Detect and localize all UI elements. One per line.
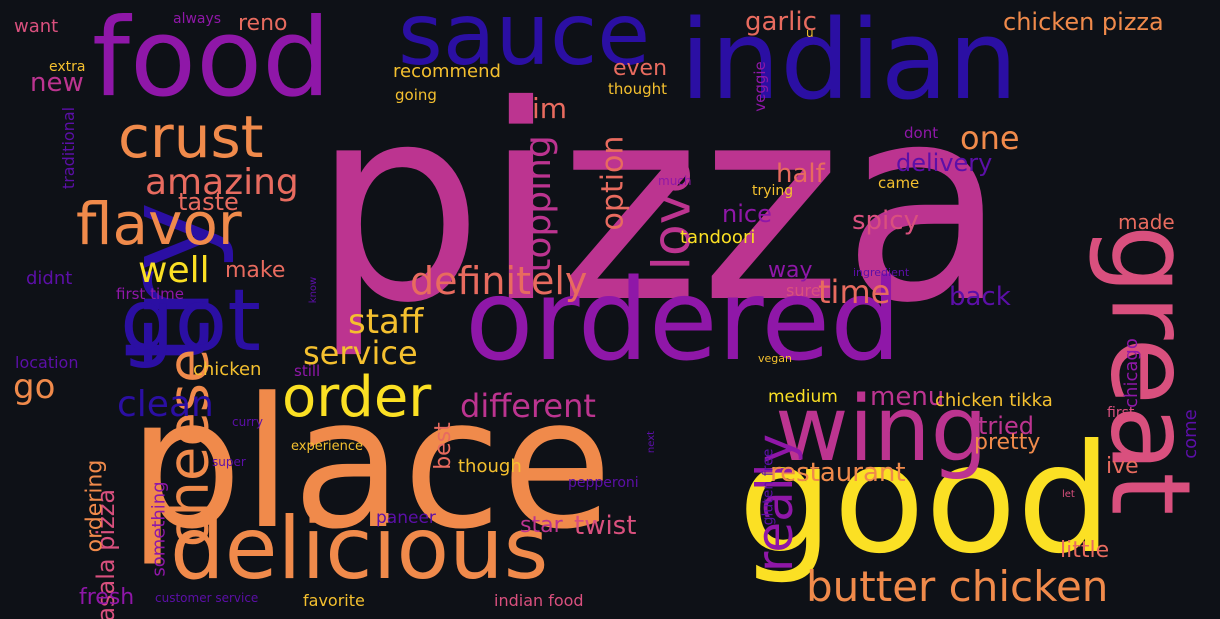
word-chicken-tikka: chicken tikka	[935, 390, 1053, 411]
word-ive: ive	[1106, 454, 1139, 479]
word-definitely: definitely	[410, 259, 588, 303]
word-paneer: paneer	[376, 508, 436, 528]
word-tried: tried	[978, 412, 1034, 440]
word-topping: topping	[517, 135, 559, 273]
word-know: know	[308, 276, 320, 304]
word-location: location	[15, 353, 79, 372]
word-u: u	[806, 26, 814, 40]
word-nice: nice	[722, 200, 772, 228]
word-im: im	[532, 92, 568, 125]
word-sauce: sauce	[398, 0, 651, 85]
word-little: little	[1060, 538, 1110, 563]
word-always: always	[173, 11, 222, 27]
word-ordered: ordered	[465, 256, 902, 386]
word-chicken-pizza: chicken pizza	[1003, 8, 1164, 36]
word-dont: dont	[904, 124, 939, 142]
word-medium: medium	[768, 387, 838, 407]
word-made: made	[1118, 210, 1175, 234]
word-star: star	[520, 513, 563, 538]
word-though: though	[458, 456, 522, 477]
word-sure: sure	[786, 281, 821, 300]
word-different: different	[460, 387, 596, 425]
word-garlic: garlic	[745, 7, 817, 37]
word-customer-service: customer service	[155, 591, 259, 605]
word-want: want	[14, 16, 59, 37]
word-butter-chicken: butter chicken	[806, 562, 1109, 611]
word-got: got	[120, 271, 261, 371]
word-place: place	[128, 360, 613, 569]
word-taste: taste	[178, 188, 239, 216]
word-wing: wing	[775, 377, 988, 482]
word-let: let	[1062, 489, 1075, 500]
word-spicy: spicy	[852, 206, 919, 236]
word-first-time: first time	[116, 285, 184, 303]
word-didnt: didnt	[26, 268, 73, 289]
word-next: next	[646, 430, 658, 454]
word-tandoori: tandoori	[680, 227, 756, 248]
word-favorite: favorite	[303, 591, 365, 610]
word-service: service	[303, 334, 418, 372]
word-super: super	[212, 455, 246, 469]
word-fresh: fresh	[79, 585, 135, 610]
word-ingredient: ingredient	[853, 266, 910, 279]
word-flavor: flavor	[76, 190, 242, 258]
word-first: first	[1107, 405, 1135, 421]
word-ordering: ordering	[82, 459, 108, 553]
word-time: time	[818, 273, 891, 311]
word-going: going	[395, 86, 437, 104]
word-thought: thought	[608, 80, 667, 98]
word-way: way	[768, 258, 813, 283]
word-menu: menu	[870, 382, 945, 412]
word-even: even	[613, 56, 668, 81]
word-chicken: chicken	[193, 359, 262, 380]
word-well: well	[138, 250, 210, 291]
word-pizza: pizza	[312, 47, 1008, 362]
word-traditional: traditional	[59, 106, 79, 190]
word-something: something	[148, 481, 170, 577]
word-chicago: chicago	[1120, 338, 1142, 408]
word-indian: indian	[680, 0, 1018, 124]
word-indian-food: indian food	[494, 591, 584, 610]
word-good: good	[738, 413, 1112, 587]
word-order: order	[282, 365, 432, 430]
word-pepperoni: pepperoni	[568, 475, 639, 491]
word-much: much	[658, 174, 692, 188]
word-reno: reno	[238, 11, 288, 36]
word-go: go	[13, 367, 56, 407]
word-came: came	[878, 174, 920, 192]
word-experience: experience	[291, 439, 364, 454]
word-come: come	[1179, 409, 1201, 459]
word-staff: staff	[348, 302, 424, 342]
word-gluten-free: gluten free	[760, 448, 777, 526]
word-make: make	[225, 258, 286, 283]
word-half: half	[776, 159, 825, 189]
word-veggie: veggie	[750, 61, 769, 112]
word-crust: crust	[118, 103, 264, 171]
word-best: best	[430, 422, 456, 470]
word-twist: twist	[574, 511, 637, 541]
word-vegan: vegan	[758, 352, 792, 365]
word-curry: curry	[232, 415, 263, 429]
word-still: still	[294, 362, 321, 380]
word-delicious: delicious	[170, 499, 549, 599]
word-amazing: amazing	[145, 162, 299, 203]
word-option: option	[595, 135, 631, 231]
word-delivery: delivery	[896, 149, 993, 177]
word-new: new	[30, 68, 84, 98]
word-one: one	[960, 119, 1020, 157]
word-restaurant: restaurant	[770, 458, 906, 488]
word-extra: extra	[49, 59, 86, 75]
word-pretty: pretty	[974, 430, 1041, 455]
word-food: food	[92, 0, 331, 121]
word-recommend: recommend	[393, 61, 501, 82]
word-clean: clean	[117, 384, 214, 425]
word-trying: trying	[752, 183, 794, 199]
word-back: back	[949, 282, 1011, 312]
